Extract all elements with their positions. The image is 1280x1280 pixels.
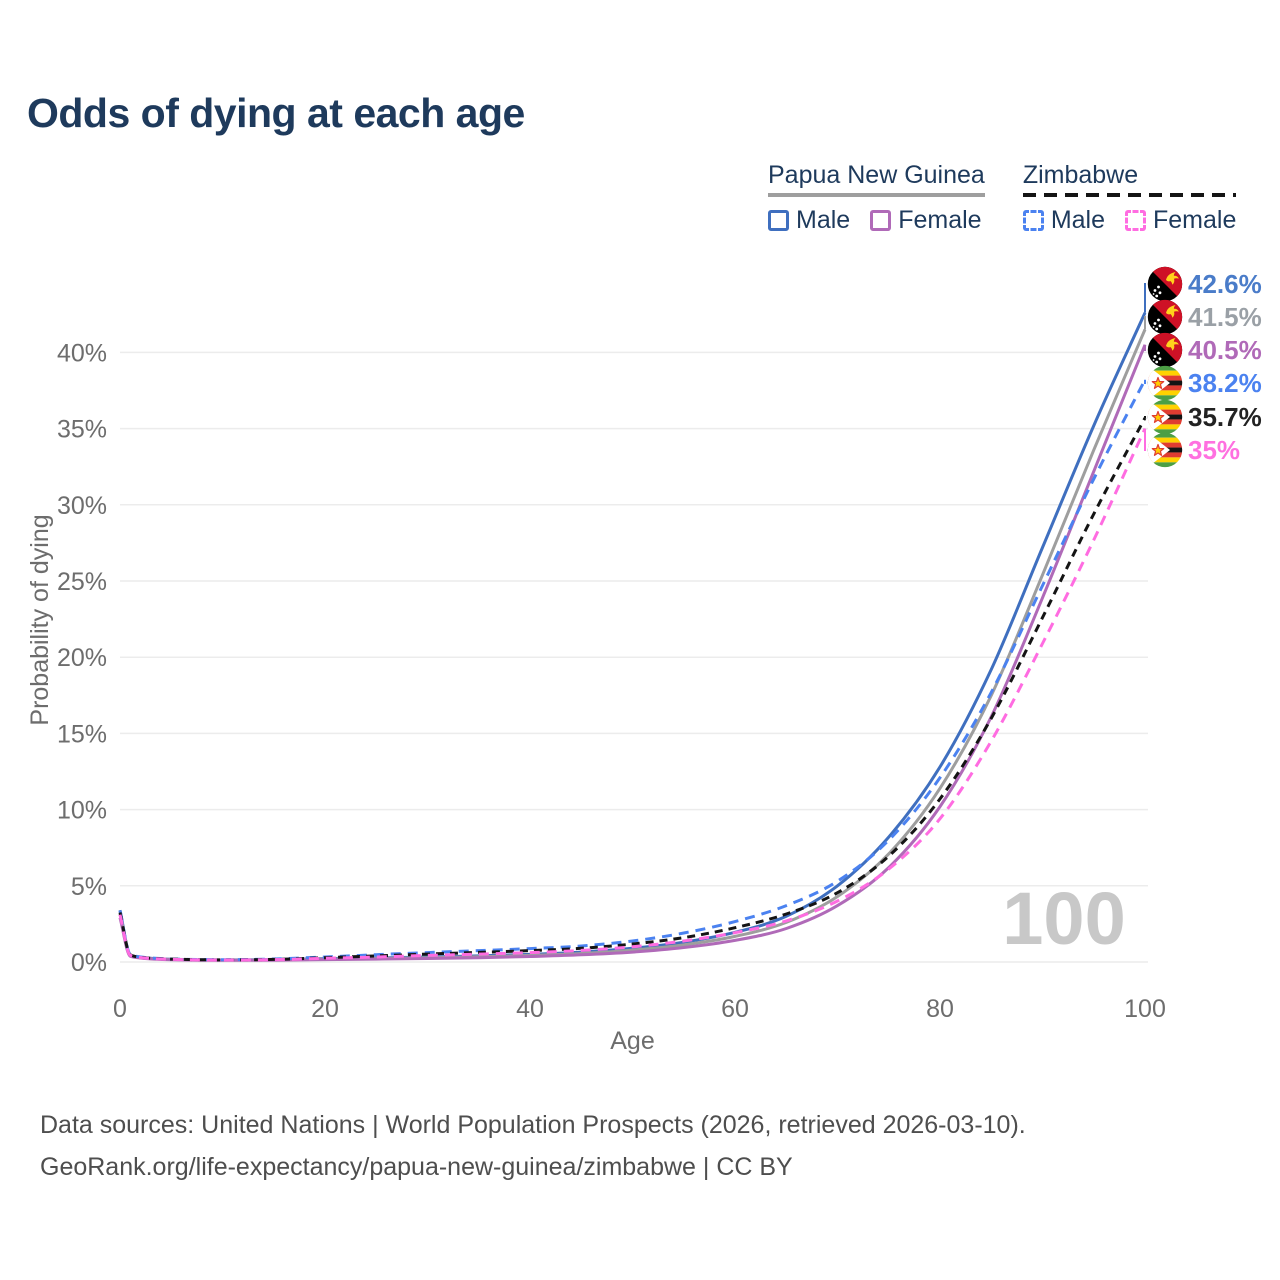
end-value-label: 41.5% — [1188, 302, 1262, 332]
zimbabwe-flag-icon — [1147, 433, 1183, 468]
papua-new-guinea-flag-icon — [1147, 332, 1183, 368]
leader-line-png-total — [1144, 316, 1146, 330]
legend-item-png-female[interactable]: Female — [870, 206, 982, 235]
x-tick-label: 0 — [113, 995, 127, 1023]
legend-country-label: Papua New Guinea — [768, 161, 985, 189]
leader-line-zwe-female — [1144, 428, 1146, 451]
end-label-zwe-male[interactable]: 38.2% — [1147, 366, 1262, 401]
papua-new-guinea-flag-icon — [1147, 299, 1183, 335]
page-title: Odds of dying at each age — [27, 90, 525, 136]
end-label-zwe-female[interactable]: 35% — [1147, 433, 1240, 468]
y-tick-label: 0% — [71, 949, 107, 977]
x-axis-title: Age — [610, 1027, 654, 1055]
legend-item-png-male[interactable]: Male — [768, 206, 850, 235]
png-female-swatch-icon — [870, 210, 892, 231]
y-axis-title: Probability of dying — [26, 514, 54, 725]
age-indicator-watermark: 100 — [1002, 877, 1125, 960]
zwe-female-swatch-icon — [1125, 210, 1146, 231]
curve-zwe-male[interactable] — [118, 379, 1147, 962]
legend-country-label: Zimbabwe — [1022, 161, 1139, 189]
papua-new-guinea-flag-icon — [1147, 266, 1183, 302]
leader-line-png-male — [1144, 283, 1146, 313]
data-sources-line: Data sources: United Nations | World Pop… — [40, 1111, 1026, 1139]
legend-item-label: Male — [1050, 206, 1105, 234]
legend-item-zwe-female[interactable]: Female — [1125, 206, 1236, 235]
end-value-label: 35.7% — [1188, 402, 1262, 432]
x-tick-label: 80 — [926, 995, 954, 1023]
legend-item-zwe-male[interactable]: Male — [1022, 206, 1105, 235]
legend-group-zimbabwe: Zimbabwe Male Female — [1022, 161, 1237, 235]
curve-png-male[interactable] — [118, 312, 1147, 962]
y-tick-label: 15% — [57, 720, 107, 748]
age-indicator: 100 — [1002, 877, 1125, 960]
y-tick-label: 25% — [57, 568, 107, 596]
legend-item-label: Female — [898, 206, 982, 234]
y-tick-label: 20% — [57, 644, 107, 672]
dashed-line-sample — [1022, 193, 1237, 197]
x-tick-label: 40 — [516, 995, 544, 1023]
curve-png-total[interactable] — [118, 328, 1147, 962]
leader-line-zwe-total — [1144, 416, 1146, 418]
y-tick-label: 35% — [57, 416, 107, 444]
y-tick-label: 10% — [57, 797, 107, 825]
end-label-png-female[interactable]: 40.5% — [1147, 332, 1262, 368]
x-tick-label: 60 — [721, 995, 749, 1023]
footer: Data sources: United Nations | World Pop… — [40, 1104, 1026, 1188]
end-labels: 42.6%41.5%40.5%38.2% 35.7%35% — [1147, 266, 1262, 467]
leader-line-png-female — [1144, 344, 1146, 351]
legend-item-label: Male — [796, 206, 851, 234]
end-label-png-male[interactable]: 42.6% — [1147, 266, 1262, 302]
x-tick-label: 20 — [311, 995, 339, 1023]
zimbabwe-flag-icon — [1147, 400, 1183, 435]
series-curves — [118, 312, 1147, 962]
y-tick-label: 5% — [71, 873, 107, 901]
end-label-png-total[interactable]: 41.5% — [1147, 299, 1262, 335]
end-value-label: 35% — [1188, 435, 1240, 465]
y-tick-label: 30% — [57, 492, 107, 520]
y-tick-label: 40% — [57, 339, 107, 367]
end-value-label: 38.2% — [1188, 368, 1262, 398]
attribution-line: GeoRank.org/life-expectancy/papua-new-gu… — [40, 1153, 793, 1181]
gridlines — [120, 351, 1148, 963]
zwe-male-swatch-icon — [1022, 210, 1044, 231]
solid-line-sample — [768, 193, 985, 197]
png-male-swatch-icon — [768, 210, 789, 231]
legend-group-papua-new-guinea: Papua New Guinea Male Female — [768, 161, 985, 235]
curve-zwe-total[interactable] — [118, 417, 1147, 962]
end-value-label: 40.5% — [1188, 335, 1262, 365]
curve-zwe-female[interactable] — [118, 427, 1147, 962]
curve-png-female[interactable] — [118, 344, 1147, 962]
leader-lines — [1144, 283, 1146, 451]
x-tick-label: 100 — [1124, 995, 1166, 1023]
leader-line-zwe-male — [1144, 379, 1146, 384]
end-label-zwe-total[interactable]: 35.7% — [1147, 400, 1262, 435]
axis-ticks: 0% 5% 10% 15% 20% 25% 30% 35% 40% 0 20 40 60 80 100 — [57, 339, 1166, 1023]
axis-titles: Age Probability of dying — [26, 514, 655, 1055]
end-value-label: 42.6% — [1188, 269, 1262, 299]
zimbabwe-flag-icon — [1147, 366, 1183, 401]
legend-item-label: Female — [1153, 206, 1237, 234]
legend: Papua New Guinea Male Female Zimbabwe Ma… — [768, 161, 1237, 235]
